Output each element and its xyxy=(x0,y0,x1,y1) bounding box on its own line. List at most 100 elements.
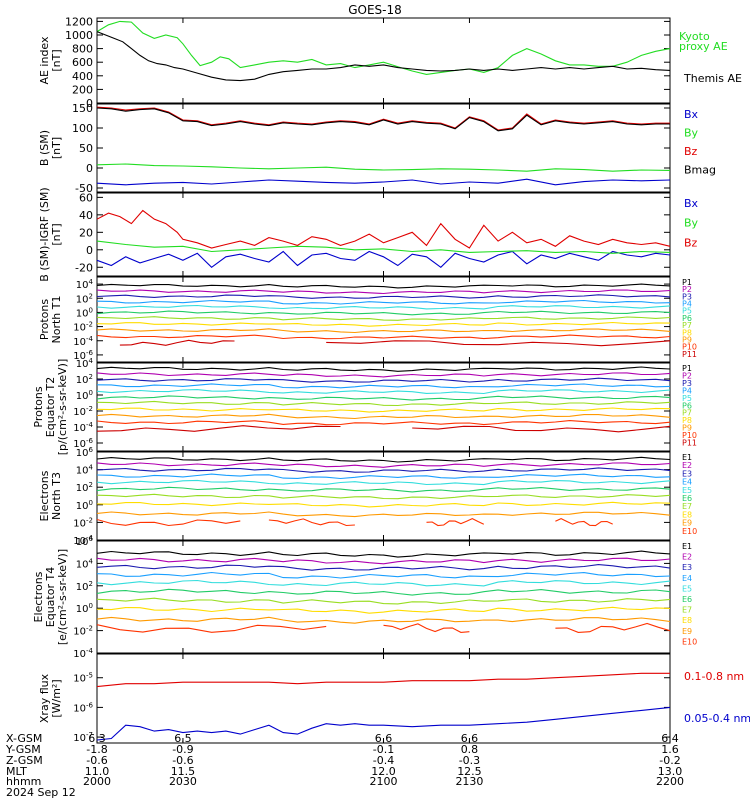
channel-line xyxy=(268,518,355,527)
channel-line xyxy=(96,579,671,587)
channel-line xyxy=(96,289,671,295)
channel-line xyxy=(326,340,671,347)
channel-line xyxy=(96,299,671,305)
y-tick-label: 10-6 xyxy=(73,437,93,450)
tick-exponent: -5 xyxy=(86,672,93,680)
tick-base: 10 xyxy=(76,537,89,548)
legend-entry: By xyxy=(684,127,699,140)
channel-line xyxy=(96,372,671,378)
y-axis-label: Protons xyxy=(32,386,45,427)
y-tick-label: 10-6 xyxy=(73,701,93,714)
y-axis-label: Electrons xyxy=(38,470,51,521)
y-axis-label: [W/m²] xyxy=(50,679,63,717)
tick-base: 10 xyxy=(76,448,89,459)
y-tick-label: 10-6 xyxy=(73,349,93,362)
series-line xyxy=(96,706,671,741)
y-tick-label: 1000 xyxy=(65,29,93,42)
legend-entry: 0.05-0.4 nm xyxy=(684,712,750,725)
channel-line xyxy=(383,623,470,633)
y-axis-label: North T1 xyxy=(50,296,63,344)
channel-label: P4 xyxy=(682,386,692,395)
channel-label: P3 xyxy=(682,379,692,388)
channel-line xyxy=(96,456,671,463)
y-tick-label: 104 xyxy=(76,464,94,477)
channel-line xyxy=(555,517,613,527)
tick-exponent: 6 xyxy=(89,446,94,454)
channel-line xyxy=(96,407,671,413)
channel-line xyxy=(96,550,671,558)
y-tick-label: 104 xyxy=(76,278,94,291)
x-tick-value: 0.8 xyxy=(461,743,479,756)
y-tick-label: 106 xyxy=(76,535,94,548)
channel-line xyxy=(96,571,671,579)
channel-line xyxy=(96,588,671,596)
tick-exponent: 4 xyxy=(89,557,94,565)
tick-base: 10 xyxy=(73,703,86,714)
channel-line xyxy=(96,467,671,473)
tick-base: 10 xyxy=(73,337,86,348)
tick-base: 10 xyxy=(76,294,89,305)
channel-label: E4 xyxy=(682,478,692,487)
figure-title: GOES-18 xyxy=(348,3,402,17)
channel-label: P5 xyxy=(682,394,692,403)
y-axis-label: North T3 xyxy=(50,472,63,520)
tick-exponent: -6 xyxy=(86,349,94,357)
tick-exponent: -6 xyxy=(86,437,94,445)
tick-base: 10 xyxy=(73,733,86,744)
channel-label: P5 xyxy=(682,307,692,316)
y-axis-label: Equator T2 xyxy=(44,377,57,437)
y-tick-label: 10-4 xyxy=(73,421,93,434)
x-tick-value: -0.4 xyxy=(373,754,394,767)
tick-base: 10 xyxy=(76,308,89,319)
y-tick-label: 10-7 xyxy=(73,731,93,744)
channel-label: E9 xyxy=(682,519,692,528)
panel-frame xyxy=(96,17,671,104)
channel-label: P6 xyxy=(682,314,692,323)
tick-base: 10 xyxy=(73,536,86,547)
channel-line xyxy=(96,624,327,633)
y-tick-label: 200 xyxy=(72,83,93,96)
y-tick-label: 100 xyxy=(72,122,93,135)
y-tick-label: 0 xyxy=(86,162,93,175)
x-row-label: Z-GSM xyxy=(6,754,43,767)
channel-label: P10 xyxy=(682,431,697,440)
y-axis-label: [nT] xyxy=(50,223,63,245)
channel-line xyxy=(96,564,671,571)
x-tick-value: 12.0 xyxy=(371,765,396,778)
tick-exponent: -2 xyxy=(86,321,93,329)
tick-base: 10 xyxy=(73,323,86,334)
legend-entry: Bmag xyxy=(684,164,716,177)
tick-base: 10 xyxy=(76,280,89,291)
channel-label: E1 xyxy=(682,453,692,462)
y-tick-label: -20 xyxy=(75,261,93,274)
y-tick-label: 0 xyxy=(86,97,93,110)
y-tick-label: 60 xyxy=(79,191,93,204)
x-tick-value: -0.6 xyxy=(86,754,107,767)
series-line xyxy=(96,672,670,688)
channel-label: P7 xyxy=(682,409,692,418)
y-tick-label: 10-4 xyxy=(73,335,93,348)
channel-line xyxy=(96,304,671,310)
y-tick-label: 50 xyxy=(79,142,93,155)
channel-line xyxy=(96,511,671,518)
y-tick-label: 104 xyxy=(76,557,94,570)
tick-exponent: -2 xyxy=(86,625,93,633)
tick-base: 10 xyxy=(73,423,86,434)
x-tick-value: 6.4 xyxy=(661,732,679,745)
y-axis-label: [nT] xyxy=(50,137,63,159)
channel-label: P8 xyxy=(682,328,692,337)
tick-base: 10 xyxy=(76,582,89,593)
y-tick-label: -50 xyxy=(75,182,93,195)
tick-base: 10 xyxy=(73,649,86,660)
tick-base: 10 xyxy=(76,604,89,615)
series-line xyxy=(96,163,671,172)
x-tick-value: 13.0 xyxy=(658,765,683,778)
y-axis-label: [nT] xyxy=(50,49,63,71)
series-line xyxy=(96,106,670,131)
channel-line xyxy=(119,339,235,346)
channel-line xyxy=(96,334,671,340)
channel-line xyxy=(96,400,671,407)
